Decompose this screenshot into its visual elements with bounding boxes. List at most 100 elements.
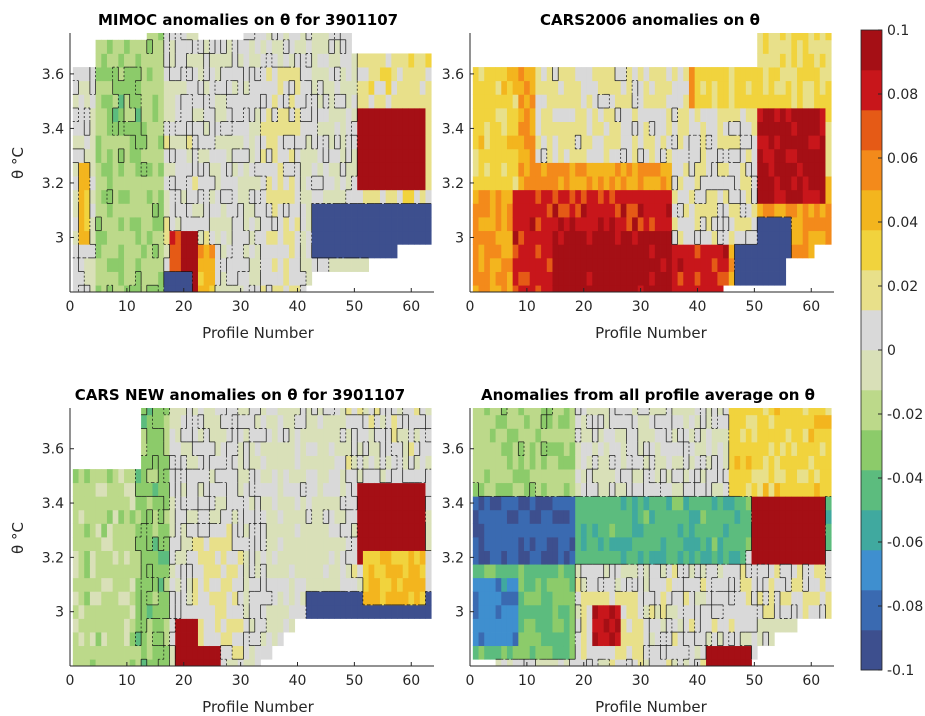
heatmap-cell [323,94,330,109]
heatmap-cell [563,162,570,177]
heatmap-cell [72,80,79,95]
x-tick-label: 60 [402,299,420,315]
heatmap-cell [340,482,347,497]
heatmap-cell [512,244,519,259]
heatmap-cell [317,203,324,218]
heatmap-cell [379,604,387,619]
heatmap-cell [271,257,278,272]
heatmap-cell [518,550,525,565]
heatmap-cell [357,428,364,443]
heatmap-cell [711,257,718,272]
heatmap-cell [220,537,227,551]
heatmap-cell [266,591,273,606]
heatmap-cell [569,121,576,136]
heatmap-cell [357,550,364,565]
heatmap-cell [112,618,119,633]
heatmap-cell [563,107,570,122]
heatmap-cell [197,618,205,633]
heatmap-cell [615,148,622,163]
heatmap-cell [603,80,610,95]
heatmap-cell [740,217,747,232]
heatmap-cell [688,257,696,272]
heatmap-cell [484,604,491,619]
heatmap-cell [368,135,375,150]
heatmap-cell [288,618,296,633]
heatmap-cell [489,217,496,232]
heatmap-cell [106,604,114,619]
heatmap-cell [192,564,199,579]
heatmap-cell [535,230,542,245]
heatmap-cell [192,455,199,470]
heatmap-cell [294,135,301,150]
heatmap-cell [419,121,426,136]
heatmap-cell [328,80,335,95]
heatmap-cell [294,148,301,163]
heatmap-cell [802,217,809,232]
heatmap-cell [728,107,735,122]
heatmap-cell [294,80,301,95]
heatmap-cell [425,189,432,204]
heatmap-cell [558,230,565,245]
heatmap-cell [615,80,622,95]
heatmap-cell [243,203,250,218]
heatmap-cell [512,121,519,136]
heatmap-cell [169,408,176,416]
heatmap-cell [283,94,290,109]
heatmap-cell [180,33,187,41]
heatmap-cell [597,121,605,136]
heatmap-cell [671,285,678,293]
y-tick-label: 3.4 [442,121,464,137]
heatmap-cell [529,162,536,177]
heatmap-cell [495,577,502,592]
heatmap-cell [706,217,713,232]
heatmap-cell [89,176,96,191]
heatmap-cell [101,659,108,667]
heatmap-cell [745,189,752,204]
heatmap-cell [277,523,284,538]
heatmap-cell [89,632,96,647]
heatmap-cell [660,67,667,82]
heatmap-cell [260,107,267,122]
heatmap-cell [277,285,284,293]
heatmap-cell [518,176,525,191]
heatmap-cell [552,135,559,150]
heatmap-cell [529,67,536,82]
heatmap-cell [711,121,718,136]
heatmap-cell [163,257,170,272]
heatmap-cell [362,94,369,109]
heatmap-cell [472,455,479,470]
heatmap-cell [660,135,667,150]
heatmap-cell [374,162,381,177]
heatmap-cell [385,496,392,511]
heatmap-cell [506,94,514,109]
heatmap-cell [135,189,142,204]
heatmap-cell [306,176,313,191]
heatmap-cell [203,496,210,511]
heatmap-cell [345,537,352,551]
heatmap-cell [402,408,409,416]
heatmap-cell [397,455,404,470]
heatmap-cell [535,564,542,579]
heatmap-cell [472,441,479,456]
heatmap-cell [609,135,616,150]
heatmap-cell [379,496,387,511]
heatmap-cell [785,107,792,122]
heatmap-cell [762,107,769,122]
heatmap-cell [379,53,387,68]
heatmap-cell [802,94,809,109]
heatmap-cell [609,121,616,136]
heatmap-cell [89,135,96,150]
heatmap-cell [535,537,542,551]
heatmap-cell [580,189,587,204]
heatmap-cell [277,176,284,191]
heatmap-cell [512,537,519,551]
heatmap-cell [186,482,193,497]
heatmap-cell [374,441,381,456]
heatmap-cell [683,107,690,122]
heatmap-cell [688,271,696,286]
heatmap-cell [518,162,525,177]
heatmap-cell [535,176,542,191]
heatmap-cell [723,162,730,177]
heatmap-cell [637,80,644,95]
heatmap-cell [300,244,307,259]
